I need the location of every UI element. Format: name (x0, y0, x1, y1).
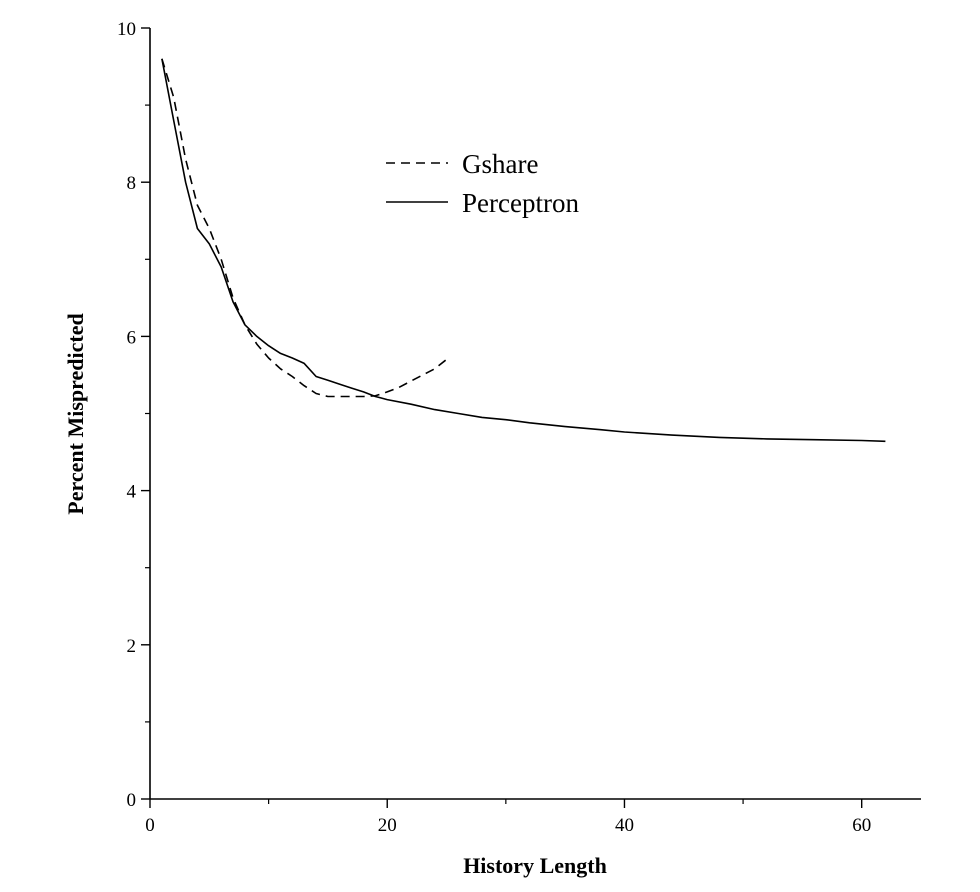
x-tick-label-60: 60 (852, 815, 871, 836)
y-axis-title: Percent Mispredicted (63, 313, 88, 514)
x-tick-label-40: 40 (615, 815, 634, 836)
x-tick-label-0: 0 (145, 815, 155, 836)
ticks: 0 20 40 60 0 2 4 6 8 10 (117, 19, 871, 836)
series (161, 58, 886, 443)
y-tick-label-10: 10 (117, 19, 136, 40)
x-axis-title: History Length (463, 853, 607, 878)
series-line-gshare (161, 58, 447, 398)
legend-label-perceptron: Perceptron (462, 188, 579, 218)
y-tick-label-2: 2 (127, 636, 137, 657)
y-tick-label-4: 4 (127, 482, 137, 503)
y-tick-label-6: 6 (127, 327, 137, 348)
y-tick-label-0: 0 (127, 790, 137, 811)
legend-label-gshare: Gshare (462, 149, 538, 179)
legend: Gshare Perceptron (386, 149, 579, 218)
x-tick-label-20: 20 (378, 815, 397, 836)
series-line-perceptron (161, 58, 886, 443)
y-tick-label-8: 8 (127, 173, 137, 194)
axes (149, 28, 921, 800)
